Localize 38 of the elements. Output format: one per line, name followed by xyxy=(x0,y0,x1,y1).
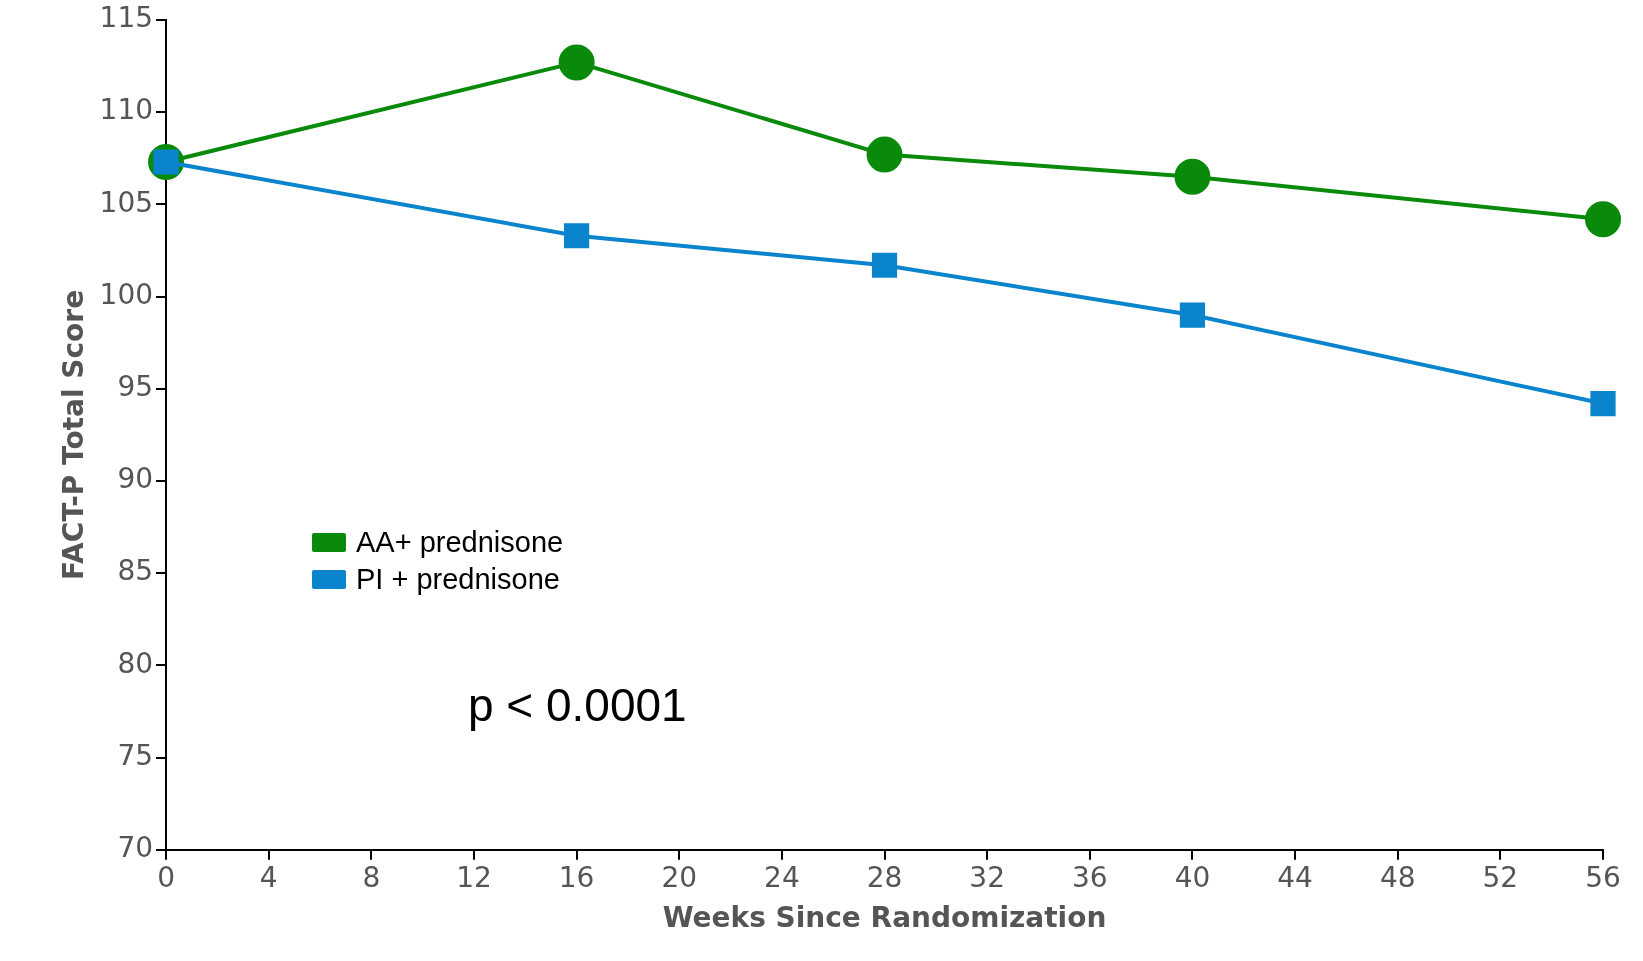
y-tick-label: 100 xyxy=(99,277,154,311)
y-tick-label: 115 xyxy=(99,1,154,35)
x-tick-label: 20 xyxy=(661,860,698,894)
legend-label: AA+ prednisone xyxy=(356,526,564,559)
point xyxy=(1179,302,1206,328)
point xyxy=(1590,390,1616,417)
x-tick-label: 40 xyxy=(1174,860,1211,894)
x-tick-label: 24 xyxy=(764,860,800,894)
y-axis-title: FACT-P Total Score xyxy=(57,289,91,580)
y-tick-label: 95 xyxy=(117,370,154,404)
y-tick-label: 85 xyxy=(117,554,154,588)
annotation: p < 0.0001 xyxy=(468,678,687,732)
x-tick-label: 4 xyxy=(259,860,278,894)
x-tick-label: 28 xyxy=(866,860,903,894)
y-tick-label: 70 xyxy=(117,831,154,865)
point xyxy=(564,223,590,249)
x-tick-label: 56 xyxy=(1585,860,1621,894)
point xyxy=(558,44,595,81)
x-axis-title: Weeks Since Randomization xyxy=(662,901,1107,935)
x-tick-label: 32 xyxy=(969,860,1005,894)
legend-label: PI + prednisone xyxy=(356,563,560,596)
y-tick-label: 90 xyxy=(117,462,154,496)
point xyxy=(1585,201,1621,238)
point xyxy=(1174,158,1211,195)
y-tick-label: 110 xyxy=(99,93,154,127)
x-tick-label: 12 xyxy=(456,860,492,894)
x-tick-label: 48 xyxy=(1379,860,1416,894)
point xyxy=(871,252,898,278)
x-tick-label: 0 xyxy=(157,860,175,894)
y-tick-label: 80 xyxy=(117,646,154,680)
x-tick-label: 8 xyxy=(362,860,381,894)
x-tick-label: 52 xyxy=(1482,860,1519,894)
y-tick-label: 105 xyxy=(99,185,154,219)
x-tick-label: 36 xyxy=(1071,860,1108,894)
point xyxy=(866,136,903,173)
y-tick-label: 75 xyxy=(117,738,154,772)
x-tick-label: 16 xyxy=(558,860,595,894)
x-tick-label: 44 xyxy=(1277,860,1313,894)
